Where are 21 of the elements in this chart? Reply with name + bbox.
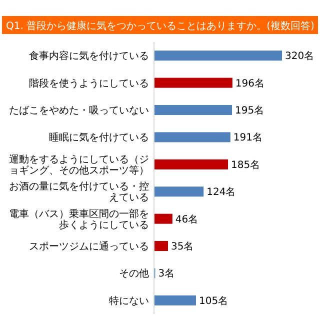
data-label: 195名: [235, 104, 264, 116]
y-tick-label: 食事内容に気を付けている: [29, 50, 149, 62]
data-label: 46名: [175, 213, 198, 226]
y-tick-label: たばこをやめた・吸っていない: [9, 106, 149, 116]
y-tick-label: 特にない: [109, 294, 149, 307]
data-label: 185名: [231, 158, 260, 171]
y-tick-label: お酒の量に気を付けている・控えている: [9, 180, 149, 204]
data-label: 320名: [285, 50, 314, 62]
data-label: 124名: [206, 186, 236, 198]
y-tick-label: 運動をするようにしている（ジョギング、その他スポーツ等）: [9, 153, 149, 176]
data-label: 3名: [158, 268, 175, 280]
data-label: 105名: [199, 294, 228, 307]
y-tick-label: その他: [119, 268, 149, 280]
data-label: 35名: [171, 240, 194, 252]
y-tick-label: スポーツジムに通っている: [29, 240, 149, 252]
y-tick-label: 電車（バス）乗車区間の一部を歩くようにしている: [9, 208, 149, 231]
data-label: 196名: [235, 77, 264, 90]
y-tick-label: 睡眠に気を付けている: [49, 132, 149, 144]
chart-title: Q1. 普段から健康に気をつかっていることはありますか。(複数回答): [6, 20, 314, 32]
y-tick-label: 階段を使うようにしている: [29, 77, 149, 90]
data-label: 191名: [233, 132, 262, 144]
